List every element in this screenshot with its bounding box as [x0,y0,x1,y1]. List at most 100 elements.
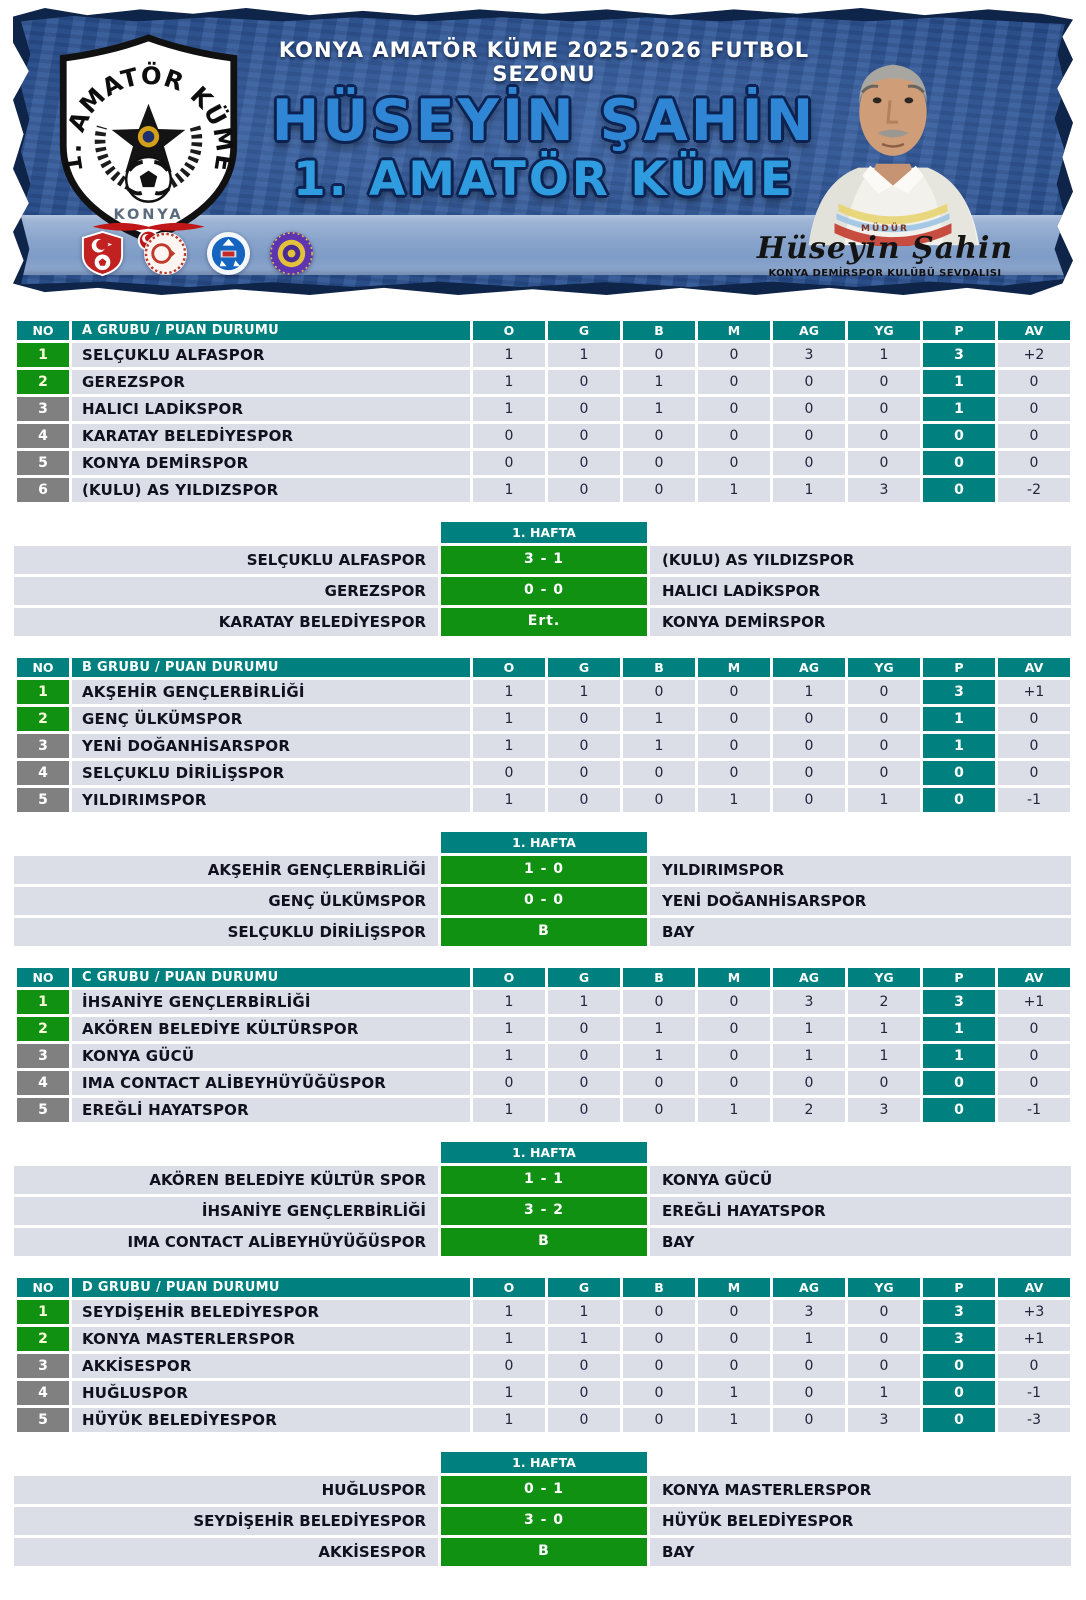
points-cell: 3 [923,1300,995,1324]
stat-cell-b: 0 [623,1098,695,1122]
points-cell: 0 [923,478,995,502]
week-section-c: 1. HAFTA AKÖREN BELEDİYE KÜLTÜR SPOR 1 - 1… [14,1142,1086,1256]
stat-cell-g: 0 [548,1381,620,1405]
rank-cell: 3 [17,397,69,421]
stat-cell-m: 0 [698,990,770,1014]
ministry-sport-logo-icon [143,231,188,276]
rank-cell: 5 [17,788,69,812]
match-score: 0 - 0 [441,887,647,915]
points-cell: 0 [923,424,995,448]
points-cell: 0 [923,788,995,812]
away-team-name: KONYA GÜCÜ [650,1166,1071,1194]
standings-header-row: NO B GRUBU / PUAN DURUMU O G B M AG YG P AV [17,658,1070,677]
stat-cell-av: -3 [998,1408,1070,1432]
stat-cell-b: 0 [623,1408,695,1432]
match-row: SELÇUKLU DİRİLİŞSPOR B BAY [14,918,1086,946]
week-section-d: 1. HAFTA HUĞLUSPOR 0 - 1 KONYA MASTERLERSPO… [14,1452,1086,1566]
team-name: (KULU) AS YILDIZSPOR [72,478,470,502]
stat-cell-ag: 0 [773,1354,845,1378]
column-header-m: M [698,968,770,987]
column-header-b: B [623,1278,695,1297]
team-name: AKŞEHİR GENÇLERBİRLİĞİ [72,680,470,704]
stat-cell-yg: 0 [848,734,920,758]
team-name: GENÇ ÜLKÜMSPOR [72,707,470,731]
points-cell: 1 [923,370,995,394]
match-row: GENÇ ÜLKÜMSPOR 0 - 0 YENİ DOĞANHİSARSPOR [14,887,1086,915]
column-header-no: NO [17,968,69,987]
away-team-name: HALICI LADİKSPOR [650,577,1071,605]
away-team-name: KONYA MASTERLERSPOR [650,1476,1071,1504]
stat-cell-g: 1 [548,1327,620,1351]
stat-cell-m: 0 [698,1354,770,1378]
team-name: HALICI LADİKSPOR [72,397,470,421]
standings-row: 3 HALICI LADİKSPOR 1 0 1 0 0 0 1 0 [17,397,1070,421]
week-header: 1. HAFTA [441,1452,647,1473]
match-row: HUĞLUSPOR 0 - 1 KONYA MASTERLERSPOR [14,1476,1086,1504]
stat-cell-o: 1 [473,478,545,502]
stat-cell-yg: 3 [848,1098,920,1122]
standings-header-row: NO A GRUBU / PUAN DURUMU O G B M AG YG P AV [17,321,1070,340]
rank-cell: 3 [17,734,69,758]
stat-cell-yg: 3 [848,478,920,502]
points-cell: 1 [923,1044,995,1068]
team-name: SEYDİŞEHİR BELEDİYESPOR [72,1300,470,1324]
stat-cell-yg: 0 [848,1300,920,1324]
stat-cell-yg: 3 [848,1408,920,1432]
group-title: D GRUBU / PUAN DURUMU [72,1278,470,1297]
team-name: KONYA GÜCÜ [72,1044,470,1068]
match-row: AKŞEHİR GENÇLERBİRLİĞİ 1 - 0 YILDIRIMSPOR [14,856,1086,884]
stat-cell-g: 0 [548,1017,620,1041]
stat-cell-av: 0 [998,397,1070,421]
team-name: SELÇUKLU ALFASPOR [72,343,470,367]
column-header-av: AV [998,658,1070,677]
standings-row: 3 AKKİSESPOR 0 0 0 0 0 0 0 0 [17,1354,1070,1378]
stat-cell-o: 1 [473,1098,545,1122]
points-cell: 0 [923,451,995,475]
standings-row: 5 HÜYÜK BELEDİYESPOR 1 0 0 1 0 3 0 -3 [17,1408,1070,1432]
column-header-ag: AG [773,1278,845,1297]
column-header-b: B [623,321,695,340]
stat-cell-ag: 3 [773,1300,845,1324]
stat-cell-o: 0 [473,1071,545,1095]
stat-cell-m: 1 [698,788,770,812]
stat-cell-b: 1 [623,734,695,758]
stat-cell-yg: 0 [848,707,920,731]
stat-cell-o: 1 [473,1017,545,1041]
column-header-no: NO [17,321,69,340]
team-name: HUĞLUSPOR [72,1381,470,1405]
stat-cell-o: 0 [473,761,545,785]
home-team-name: SELÇUKLU ALFASPOR [14,546,438,574]
stat-cell-b: 0 [623,788,695,812]
match-score: B [441,1228,647,1256]
home-team-name: GENÇ ÜLKÜMSPOR [14,887,438,915]
stat-cell-g: 0 [548,707,620,731]
group-section-d: NO D GRUBU / PUAN DURUMU O G B M AG YG P AV 1 SEYDİ… [0,1275,1086,1566]
stat-cell-o: 1 [473,707,545,731]
points-cell: 3 [923,990,995,1014]
stat-cell-b: 1 [623,370,695,394]
stat-cell-o: 0 [473,451,545,475]
groups-container: NO A GRUBU / PUAN DURUMU O G B M AG YG P AV 1 SELÇU… [0,318,1086,1566]
stat-cell-av: -2 [998,478,1070,502]
stat-cell-yg: 0 [848,761,920,785]
stat-cell-b: 0 [623,990,695,1014]
standings-row: 6 (KULU) AS YILDIZSPOR 1 0 0 1 1 3 0 -2 [17,478,1070,502]
stat-cell-m: 0 [698,1300,770,1324]
stat-cell-yg: 0 [848,680,920,704]
standings-row: 5 YILDIRIMSPOR 1 0 0 1 0 1 0 -1 [17,788,1070,812]
stat-cell-yg: 2 [848,990,920,1014]
stat-cell-ag: 1 [773,478,845,502]
match-score: B [441,918,647,946]
column-header-p: P [923,658,995,677]
stat-cell-m: 1 [698,478,770,502]
team-name: IMA CONTACT ALİBEYHÜYÜĞÜSPOR [72,1071,470,1095]
rank-cell: 2 [17,707,69,731]
stat-cell-ag: 0 [773,370,845,394]
points-cell: 3 [923,680,995,704]
rank-cell: 5 [17,451,69,475]
stat-cell-av: -1 [998,1098,1070,1122]
match-score: B [441,1538,647,1566]
column-header-p: P [923,968,995,987]
standings-header-row: NO C GRUBU / PUAN DURUMU O G B M AG YG P AV [17,968,1070,987]
stat-cell-yg: 1 [848,788,920,812]
